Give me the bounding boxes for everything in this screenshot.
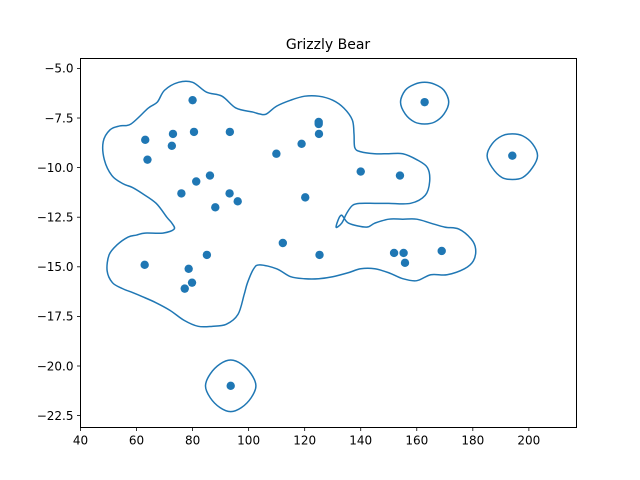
y-axis: −5.0 −7.5 −10.0 −12.5 −15.0 −17.5 −20.0 −22.5 xyxy=(37,62,81,423)
data-points xyxy=(140,95,517,391)
data-point xyxy=(205,171,215,180)
data-point xyxy=(180,284,189,293)
x-tick-label: 160 xyxy=(405,434,428,448)
data-point xyxy=(400,258,410,268)
data-point xyxy=(399,248,408,258)
data-point xyxy=(187,278,197,287)
data-point xyxy=(211,203,220,212)
data-point xyxy=(508,151,517,160)
data-point xyxy=(233,197,242,206)
x-tick-label: 140 xyxy=(349,434,372,448)
x-tick-label: 40 xyxy=(73,434,88,448)
data-point xyxy=(420,97,429,107)
data-point xyxy=(184,264,193,273)
data-point xyxy=(389,248,399,258)
contour-line-1 xyxy=(399,81,450,125)
data-point xyxy=(143,155,152,164)
x-tick-label: 200 xyxy=(517,434,540,448)
data-point xyxy=(278,238,288,248)
data-point xyxy=(168,129,178,139)
x-axis: 40 60 80 100 120 140 160 180 200 xyxy=(73,427,540,448)
data-point xyxy=(188,95,197,105)
data-point xyxy=(314,129,324,139)
data-point xyxy=(225,189,234,198)
data-point xyxy=(226,381,235,391)
data-point xyxy=(395,171,405,180)
y-tick-label: −7.5 xyxy=(44,111,73,125)
x-tick-label: 80 xyxy=(185,434,200,448)
data-point xyxy=(272,149,281,158)
data-point xyxy=(356,167,365,176)
data-point xyxy=(141,135,150,145)
data-point xyxy=(167,141,177,150)
density-contours xyxy=(102,80,539,413)
data-point xyxy=(437,246,446,256)
data-point xyxy=(315,250,324,260)
y-tick-label: −5.0 xyxy=(44,62,73,76)
plot-frame xyxy=(80,58,577,428)
data-point xyxy=(314,119,323,129)
y-tick-label: −12.5 xyxy=(37,211,74,225)
data-point xyxy=(225,127,235,137)
x-tick-label: 100 xyxy=(237,434,260,448)
y-tick-label: −15.0 xyxy=(37,260,74,274)
y-tick-label: −22.5 xyxy=(37,409,74,423)
chart-title: Grizzly Bear xyxy=(286,37,371,53)
contour-line-3 xyxy=(204,359,257,413)
data-point xyxy=(192,177,201,186)
y-tick-label: −10.0 xyxy=(37,161,74,175)
data-point xyxy=(301,193,310,202)
x-tick-label: 60 xyxy=(129,434,144,448)
x-tick-label: 120 xyxy=(293,434,316,448)
contour-line-2 xyxy=(486,133,539,181)
data-point xyxy=(140,260,149,270)
y-tick-label: −17.5 xyxy=(37,310,74,324)
contour-line-0 xyxy=(102,80,477,328)
x-tick-label: 180 xyxy=(461,434,484,448)
data-point xyxy=(177,189,186,198)
data-point xyxy=(189,127,199,137)
data-point xyxy=(297,139,306,149)
data-point xyxy=(202,250,212,260)
y-tick-label: −20.0 xyxy=(37,359,74,373)
